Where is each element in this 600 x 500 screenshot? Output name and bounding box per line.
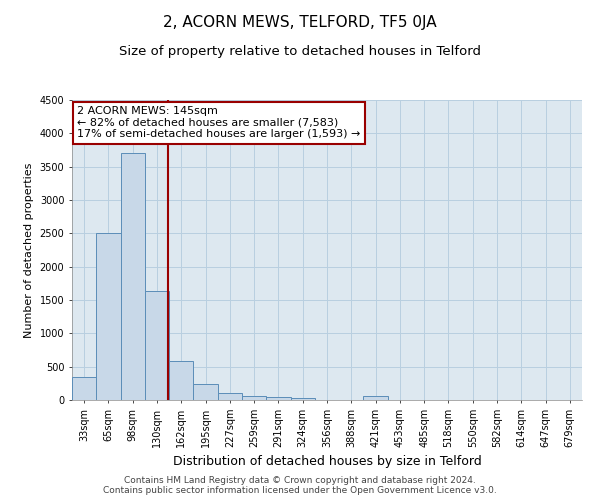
X-axis label: Distribution of detached houses by size in Telford: Distribution of detached houses by size … bbox=[173, 456, 481, 468]
Bar bbox=[96, 234, 121, 400]
Bar bbox=[290, 398, 315, 400]
Bar bbox=[145, 292, 169, 400]
Bar bbox=[121, 154, 145, 400]
Text: Size of property relative to detached houses in Telford: Size of property relative to detached ho… bbox=[119, 45, 481, 58]
Text: 2 ACORN MEWS: 145sqm
← 82% of detached houses are smaller (7,583)
17% of semi-de: 2 ACORN MEWS: 145sqm ← 82% of detached h… bbox=[77, 106, 361, 139]
Bar bbox=[169, 362, 193, 400]
Bar bbox=[364, 396, 388, 400]
Bar bbox=[242, 396, 266, 400]
Y-axis label: Number of detached properties: Number of detached properties bbox=[24, 162, 34, 338]
Bar bbox=[72, 376, 96, 400]
Bar bbox=[193, 384, 218, 400]
Text: Contains HM Land Registry data © Crown copyright and database right 2024.
Contai: Contains HM Land Registry data © Crown c… bbox=[103, 476, 497, 495]
Bar bbox=[266, 398, 290, 400]
Bar bbox=[218, 392, 242, 400]
Text: 2, ACORN MEWS, TELFORD, TF5 0JA: 2, ACORN MEWS, TELFORD, TF5 0JA bbox=[163, 15, 437, 30]
